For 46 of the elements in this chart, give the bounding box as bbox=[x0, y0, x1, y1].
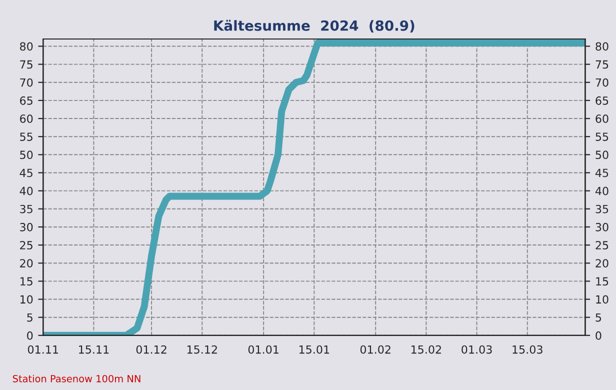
y-tick-label: 80 bbox=[20, 42, 33, 51]
y2-tick-label: 25 bbox=[596, 241, 608, 250]
y-tick-label: 45 bbox=[20, 168, 32, 178]
y-tick-label: 15 bbox=[20, 277, 32, 286]
x-tick-label: 15.11 bbox=[79, 345, 109, 354]
x-tick-label: 15.01 bbox=[299, 345, 330, 354]
y-tick-label: 75 bbox=[20, 60, 32, 69]
y-tick-label: 65 bbox=[20, 96, 32, 105]
x-tick-label: 15.03 bbox=[512, 345, 542, 354]
y-tick-label: 10 bbox=[20, 295, 33, 304]
y2-tick-label: 40 bbox=[595, 186, 608, 196]
y2-tick-label: 75 bbox=[596, 60, 608, 69]
text: Station Pasenow 100m NN bbox=[12, 374, 140, 382]
y-tick-label: 40 bbox=[20, 186, 33, 196]
y2-tick-label: 35 bbox=[596, 204, 608, 214]
y2-tick-label: 10 bbox=[596, 295, 608, 304]
x-tick-label: 01.02 bbox=[360, 345, 390, 354]
y2-tick-label: 50 bbox=[596, 150, 608, 160]
y-tick-label: 60 bbox=[20, 114, 33, 123]
x-tick-label: 01.11 bbox=[28, 345, 58, 354]
y-tick-label: 30 bbox=[20, 222, 33, 232]
y2-tick-label: 55 bbox=[596, 132, 608, 141]
y-tick-label: 25 bbox=[20, 241, 32, 250]
y2-tick-label: 5 bbox=[596, 313, 602, 322]
x-tick-label: 15.02 bbox=[412, 345, 441, 354]
y2-tick-label: 0 bbox=[596, 331, 602, 340]
y2-tick-label: 65 bbox=[596, 96, 608, 105]
y2-tick-label: 60 bbox=[596, 114, 608, 123]
x-tick-label: 01.01 bbox=[248, 345, 278, 354]
y-tick-label: 50 bbox=[20, 150, 33, 160]
y-tick-label: 55 bbox=[20, 132, 32, 141]
y2-tick-label: 45 bbox=[595, 168, 608, 178]
y-tick-label: 20 bbox=[20, 259, 33, 268]
y2-tick-label: 15 bbox=[596, 277, 608, 286]
y-tick-label: 70 bbox=[20, 78, 33, 87]
x-tick-label: 01.12 bbox=[136, 345, 166, 354]
y-tick-label: 5 bbox=[27, 313, 32, 322]
x-tick-label: 01.03 bbox=[462, 345, 492, 354]
y2-tick-label: 70 bbox=[596, 78, 608, 87]
y-tick-label: 0 bbox=[27, 331, 33, 340]
x-tick-label: 15.12 bbox=[187, 345, 217, 354]
chart-title: Kältesumme 2024 (80.9) bbox=[214, 20, 414, 32]
y2-tick-label: 20 bbox=[596, 259, 608, 268]
y2-tick-label: 80 bbox=[596, 42, 608, 51]
y-tick-label: 35 bbox=[20, 204, 32, 214]
y2-tick-label: 30 bbox=[596, 222, 608, 232]
